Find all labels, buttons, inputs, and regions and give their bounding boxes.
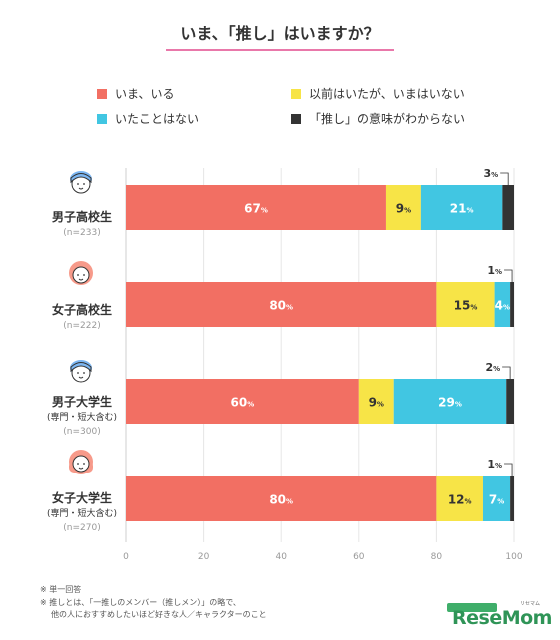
mouth-icon	[78, 467, 84, 470]
callout-leader	[502, 366, 511, 379]
bar-segment	[510, 282, 514, 327]
bar-segment	[126, 282, 437, 327]
bar-segment	[358, 379, 394, 424]
callout-leader	[504, 269, 513, 282]
x-tick-label: 40	[275, 552, 287, 562]
bar-segment	[126, 185, 386, 230]
watermark-stripe	[447, 603, 497, 612]
bar-segment	[502, 185, 514, 230]
boy-bangs-icon	[70, 362, 92, 373]
callout-leader	[504, 463, 513, 476]
eye-icon	[83, 274, 85, 276]
note-single-answer: ※ 単一回答	[40, 585, 82, 594]
legend-label: いま、いる	[115, 87, 175, 101]
bar-segment	[126, 476, 437, 521]
sample-size-label: (n=270)	[63, 523, 100, 533]
bar-segment	[436, 476, 483, 521]
bar-segment	[436, 282, 495, 327]
category-label: 男子大学生	[52, 394, 112, 409]
legend-label: いたことはない	[115, 112, 199, 126]
eye-icon	[77, 274, 79, 276]
data-label: 1%	[487, 264, 502, 277]
eye-icon	[83, 372, 85, 374]
x-tick-label: 100	[505, 552, 522, 562]
bar-segment	[420, 185, 503, 230]
mouth-icon	[78, 376, 84, 379]
boy-bangs-icon	[70, 173, 92, 184]
girl-face-icon	[72, 455, 90, 473]
sample-size-label: (n=222)	[63, 321, 100, 331]
chart-title: いま、「推し」はいますか？	[180, 24, 379, 43]
eye-icon	[77, 183, 79, 185]
eye-icon	[83, 183, 85, 185]
x-tick-label: 20	[198, 552, 210, 562]
watermark-ruby: リセマム	[520, 601, 541, 607]
bar-segment	[510, 476, 514, 521]
bar-segment	[494, 282, 511, 327]
note-definition-2: 他の人におすすめしたいほど好きな人／キャラクターのこと	[51, 610, 267, 619]
x-tick-label: 0	[123, 552, 129, 562]
bar-segment	[393, 379, 507, 424]
legend-label: 「推し」の意味がわからない	[309, 111, 465, 126]
note-definition-1: ※ 推しとは、「一推しのメンバー（推しメン）」の略で、	[40, 598, 241, 607]
x-tick-label: 60	[353, 552, 365, 562]
category-label: 女子大学生	[52, 490, 112, 505]
legend-swatch	[97, 114, 107, 124]
category-sublabel: (専門・短大含む)	[47, 507, 117, 519]
data-label: 2%	[485, 361, 500, 374]
mouth-icon	[78, 187, 84, 190]
data-label: 1%	[487, 458, 502, 471]
legend-swatch	[291, 114, 301, 124]
bar-segment	[482, 476, 511, 521]
legend-swatch	[97, 89, 107, 99]
eye-icon	[83, 463, 85, 465]
eye-icon	[77, 372, 79, 374]
sample-size-label: (n=300)	[63, 427, 100, 437]
category-label: 女子高校生	[52, 302, 112, 317]
eye-icon	[77, 463, 79, 465]
watermark-logo: ReseMom	[452, 607, 552, 629]
bar-segment	[126, 379, 359, 424]
bar-segment	[385, 185, 421, 230]
data-label: 3%	[484, 167, 499, 180]
legend-label: 以前はいたが、いまはいない	[309, 86, 465, 101]
sample-size-label: (n=233)	[63, 228, 100, 238]
x-tick-label: 80	[431, 552, 443, 562]
mouth-icon	[78, 278, 84, 281]
girl-face-icon	[72, 266, 90, 284]
legend-swatch	[291, 89, 301, 99]
bar-segment	[506, 379, 514, 424]
category-label: 男子高校生	[52, 209, 112, 224]
category-sublabel: (専門・短大含む)	[47, 411, 117, 423]
callout-leader	[500, 172, 509, 185]
